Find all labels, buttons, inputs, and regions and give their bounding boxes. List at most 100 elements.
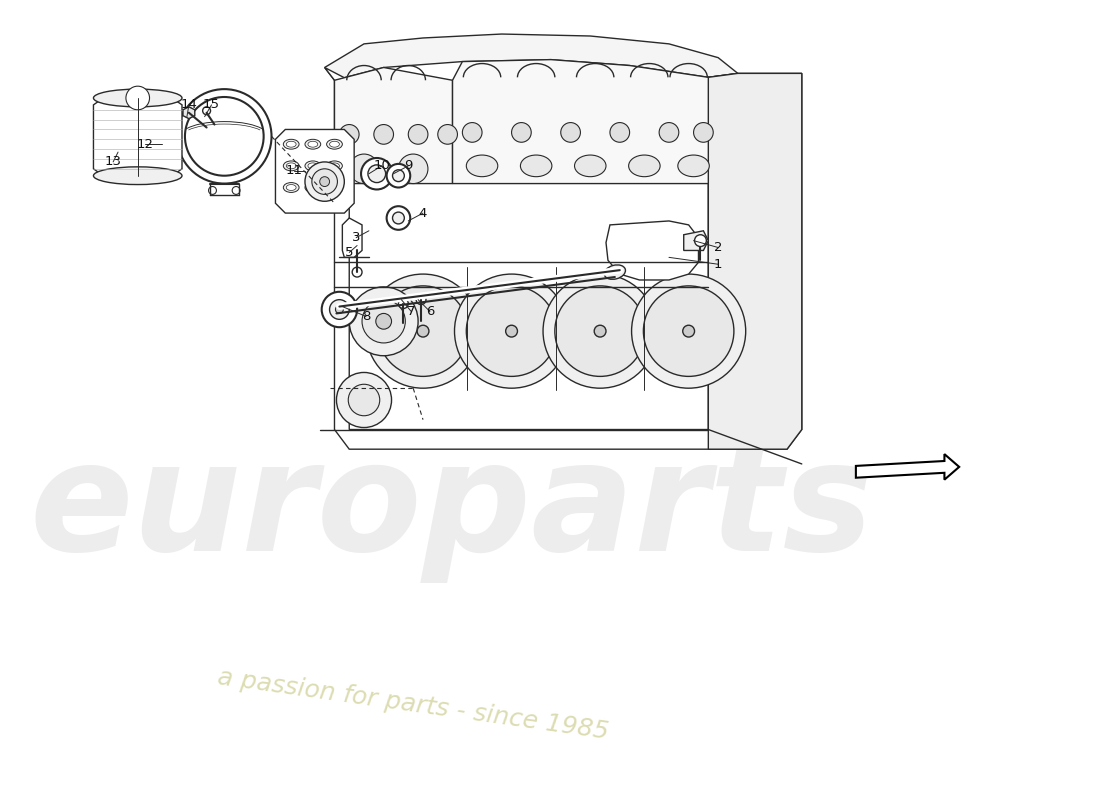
Circle shape (367, 165, 386, 182)
Polygon shape (275, 130, 354, 213)
Text: 1: 1 (714, 258, 723, 270)
Ellipse shape (286, 163, 296, 169)
Text: 3: 3 (352, 231, 361, 244)
Circle shape (398, 298, 408, 309)
Polygon shape (183, 107, 195, 118)
Circle shape (336, 306, 343, 314)
Ellipse shape (305, 161, 321, 170)
Ellipse shape (305, 182, 321, 193)
Text: 10: 10 (373, 159, 390, 172)
Ellipse shape (308, 185, 318, 190)
Circle shape (683, 326, 694, 337)
Circle shape (609, 122, 629, 142)
Circle shape (320, 177, 330, 186)
Ellipse shape (305, 139, 321, 149)
Text: europarts: europarts (30, 434, 875, 582)
Ellipse shape (286, 142, 296, 147)
Text: 8: 8 (362, 310, 371, 323)
Text: 5: 5 (345, 246, 353, 259)
Polygon shape (708, 74, 802, 449)
Ellipse shape (94, 89, 182, 107)
Circle shape (393, 212, 405, 224)
Text: 11: 11 (286, 164, 302, 178)
Ellipse shape (308, 163, 318, 169)
Text: 12: 12 (136, 138, 153, 150)
Circle shape (305, 162, 344, 202)
Circle shape (377, 286, 469, 376)
Circle shape (312, 169, 338, 194)
Polygon shape (684, 230, 708, 250)
Circle shape (366, 274, 480, 388)
Circle shape (631, 274, 746, 388)
Polygon shape (94, 98, 182, 176)
Circle shape (321, 292, 358, 327)
Ellipse shape (94, 167, 182, 185)
Circle shape (512, 122, 531, 142)
Circle shape (340, 125, 359, 144)
Circle shape (408, 125, 428, 144)
Circle shape (184, 108, 194, 118)
Circle shape (349, 287, 418, 356)
Ellipse shape (604, 265, 626, 279)
Circle shape (644, 286, 734, 376)
Circle shape (386, 164, 410, 187)
Circle shape (232, 186, 240, 194)
Ellipse shape (628, 155, 660, 177)
Circle shape (438, 125, 458, 144)
Circle shape (330, 300, 349, 319)
Polygon shape (324, 34, 738, 80)
Circle shape (506, 326, 517, 337)
Ellipse shape (327, 161, 342, 170)
Ellipse shape (330, 142, 340, 147)
Circle shape (202, 107, 210, 114)
Circle shape (454, 274, 569, 388)
Text: 9: 9 (404, 159, 412, 172)
Ellipse shape (284, 161, 299, 170)
Text: a passion for parts - since 1985: a passion for parts - since 1985 (217, 666, 611, 744)
Ellipse shape (330, 163, 340, 169)
Circle shape (177, 89, 272, 183)
Text: 6: 6 (426, 305, 434, 318)
Ellipse shape (330, 185, 340, 190)
Circle shape (209, 186, 217, 194)
Circle shape (352, 267, 362, 277)
Circle shape (376, 314, 392, 329)
Circle shape (398, 154, 428, 183)
Polygon shape (856, 454, 959, 480)
Ellipse shape (327, 182, 342, 193)
Ellipse shape (308, 142, 318, 147)
Polygon shape (452, 60, 708, 183)
Text: 15: 15 (204, 98, 220, 111)
Circle shape (125, 86, 150, 110)
Circle shape (361, 158, 393, 190)
Ellipse shape (327, 139, 342, 149)
Circle shape (349, 384, 379, 416)
Polygon shape (324, 67, 802, 449)
Circle shape (462, 122, 482, 142)
Circle shape (554, 286, 646, 376)
Circle shape (374, 125, 394, 144)
Circle shape (349, 154, 378, 183)
Polygon shape (606, 221, 698, 280)
Text: 2: 2 (714, 241, 723, 254)
Circle shape (362, 300, 405, 343)
Circle shape (694, 234, 706, 246)
Ellipse shape (284, 182, 299, 193)
Circle shape (466, 286, 557, 376)
Circle shape (416, 294, 426, 305)
Ellipse shape (286, 185, 296, 190)
Text: 14: 14 (180, 98, 197, 111)
Circle shape (694, 122, 713, 142)
Text: 4: 4 (419, 206, 427, 219)
Ellipse shape (520, 155, 552, 177)
Ellipse shape (466, 155, 498, 177)
Ellipse shape (678, 155, 710, 177)
Polygon shape (342, 218, 362, 258)
Circle shape (386, 206, 410, 230)
Circle shape (561, 122, 581, 142)
Circle shape (659, 122, 679, 142)
Circle shape (337, 373, 392, 427)
Circle shape (594, 326, 606, 337)
Text: 13: 13 (104, 155, 122, 169)
Circle shape (393, 170, 405, 182)
